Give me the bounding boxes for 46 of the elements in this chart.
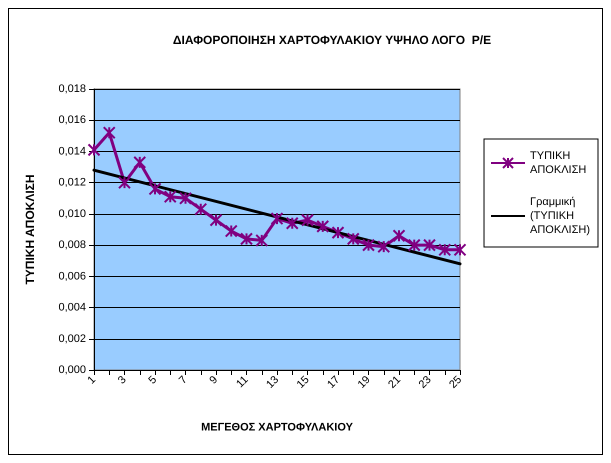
point — [332, 226, 344, 240]
point — [316, 220, 330, 233]
y-tick-label: 0,006 — [58, 270, 86, 282]
point — [362, 238, 375, 252]
x-tick-label: 23 — [416, 374, 434, 391]
x-tick-label: 9 — [207, 374, 220, 387]
y-tick-label: 0,004 — [58, 302, 86, 314]
y-tick-label: 0,014 — [58, 145, 86, 158]
point — [346, 232, 360, 246]
x-tick-label: 5 — [146, 374, 160, 387]
x-tick-label: 25 — [447, 374, 464, 391]
y-tick-label: 0,012 — [58, 176, 86, 189]
chart-title: ΔΙΑΦΟΡΟΠΟΙΗΣΗ ΧΑΡΤΟΦΥΛΑΚΙΟΥ ΥΨΗΛΟ ΛΟΓΟ P/E — [172, 33, 492, 47]
x-tick-label: 21 — [386, 374, 404, 391]
y-tick-label: 0,002 — [58, 332, 86, 345]
y-tick-label: 0,000 — [58, 364, 86, 376]
x-tick-label: 1 — [85, 374, 98, 387]
point — [118, 176, 131, 190]
point — [408, 238, 421, 252]
point — [210, 214, 222, 227]
point — [148, 182, 162, 196]
point — [88, 143, 100, 156]
y-tick-label: 0,016 — [58, 114, 86, 126]
point — [454, 243, 466, 256]
y-axis-title: ΤΥΠΙΚΗ ΑΠΟΚΛΙΣΗ — [23, 174, 37, 285]
point — [240, 232, 253, 246]
y-tick-label: 0,010 — [58, 208, 86, 220]
x-axis-title: ΜΕΓΕΘΟΣ ΧΑΡΤΟΦΥΛΑΚΙΟΥ — [201, 422, 354, 434]
x-tick-label: 3 — [116, 374, 129, 387]
point — [392, 229, 406, 242]
point — [255, 234, 268, 247]
point — [179, 192, 192, 205]
legend-label: ΤΥΠΙΚΗ ΑΠΟΚΛΙΣΗ — [530, 150, 586, 176]
x-tick-label: 11 — [234, 374, 251, 390]
x-tick-label: 17 — [325, 374, 342, 391]
x-tick-label: 13 — [264, 374, 282, 391]
x-tick-label: 15 — [294, 374, 312, 391]
point — [224, 224, 238, 238]
point — [423, 238, 436, 252]
point — [133, 156, 146, 169]
legend-label: Γραμμική (ΤΥΠΙΚΗ ΑΠΟΚΛΙΣΗ) — [530, 196, 590, 236]
y-tick-label: 0,008 — [58, 239, 86, 252]
x-tick-label: 19 — [356, 374, 373, 391]
x-tick-label: 7 — [176, 374, 190, 387]
y-tick-label: 0,018 — [58, 83, 86, 95]
point — [301, 214, 314, 227]
